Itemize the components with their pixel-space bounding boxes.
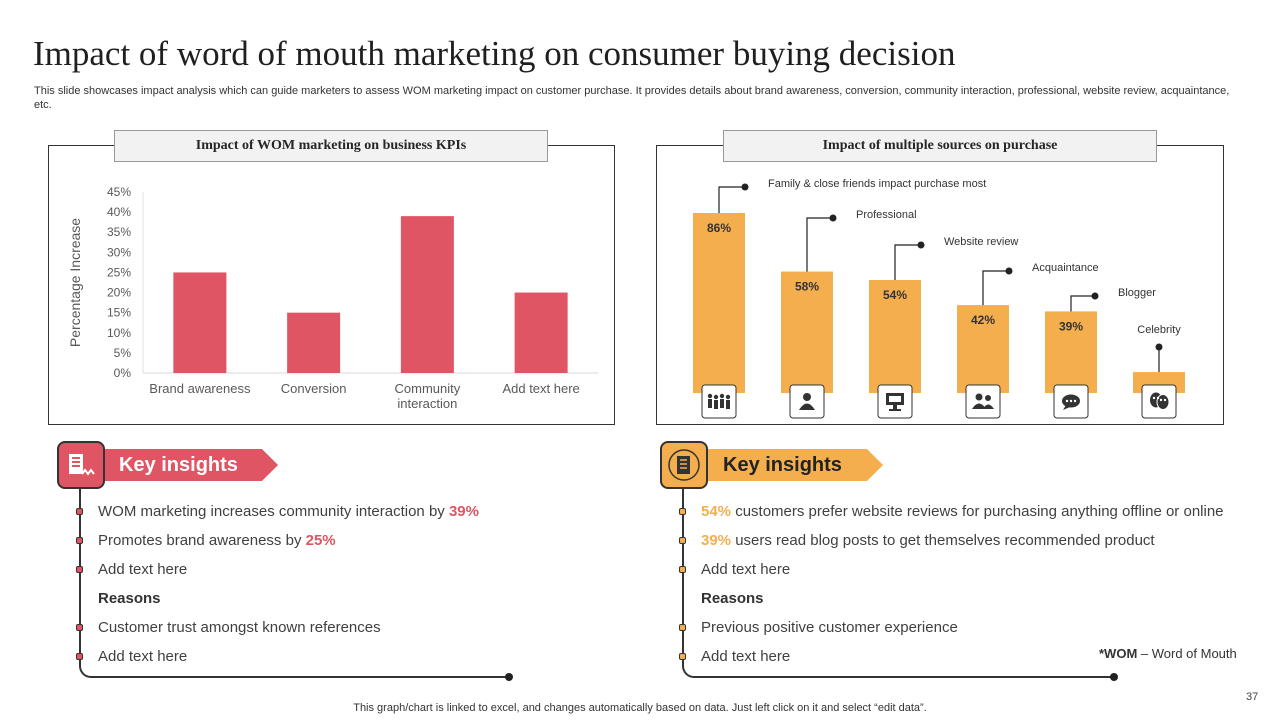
icon-box bbox=[789, 384, 825, 419]
y-tick-label: 25% bbox=[107, 265, 131, 279]
y-tick-label: 35% bbox=[107, 225, 131, 239]
right-chart-panel bbox=[656, 145, 1224, 425]
left-reason-2: Add text here bbox=[76, 642, 658, 671]
professional-icon bbox=[789, 384, 825, 419]
data-label: 54% bbox=[883, 288, 907, 302]
y-tick-label: 5% bbox=[114, 346, 132, 360]
y-tick-label: 30% bbox=[107, 245, 131, 259]
leader-dot bbox=[741, 183, 749, 191]
y-tick-label: 10% bbox=[107, 326, 131, 340]
left-chart-title: Impact of WOM marketing on business KPIs bbox=[114, 130, 548, 162]
right-timeline-end-dot bbox=[1110, 673, 1118, 681]
source-label: Blogger bbox=[1118, 287, 1156, 299]
bar-1 bbox=[173, 272, 227, 373]
data-label: 39% bbox=[1059, 319, 1083, 333]
leader-dot bbox=[917, 241, 925, 249]
x-tick-label: Community bbox=[395, 381, 461, 396]
leader-dot bbox=[829, 214, 837, 222]
left-timeline-end-dot bbox=[505, 673, 513, 681]
bar-3 bbox=[400, 216, 454, 373]
left-insights-badge bbox=[57, 441, 105, 489]
source-bar-5 bbox=[1045, 311, 1097, 393]
right-reasons-heading: Reasons bbox=[701, 590, 764, 607]
source-bar-3 bbox=[869, 279, 921, 393]
left-insight-1: WOM marketing increases community intera… bbox=[76, 497, 658, 526]
bar-4 bbox=[514, 292, 568, 373]
wom-footnote: *WOM – Word of Mouth bbox=[1099, 646, 1237, 661]
source-label: Celebrity bbox=[1137, 324, 1181, 336]
right-reason-2: Add text here bbox=[679, 642, 1261, 671]
leader-dot bbox=[1155, 343, 1163, 351]
source-bar-2 bbox=[781, 271, 833, 393]
right-insights-banner: Key insights bbox=[705, 449, 883, 481]
kpi-bar-chart[interactable]: 0% 5% 10% 15% 20% 25% 30% 35% 40% 45% Percentage I… bbox=[48, 175, 613, 425]
y-tick-label: 40% bbox=[107, 205, 131, 219]
y-tick-label: 15% bbox=[107, 306, 131, 320]
right-insights-timeline bbox=[682, 488, 1116, 678]
right-insight-3: Add text here bbox=[679, 555, 1261, 584]
right-insights-heading: Key insights bbox=[723, 454, 842, 476]
bar-2 bbox=[287, 312, 341, 373]
sources-bar-chart[interactable]: 86% Family & close friends impact purchas… bbox=[656, 165, 1222, 425]
source-label: Professional bbox=[856, 209, 917, 221]
x-tick-label: Conversion bbox=[281, 381, 347, 396]
left-reason-1: Customer trust amongst known references bbox=[76, 613, 658, 642]
acquaintance-icon bbox=[965, 384, 1001, 419]
family-icon bbox=[701, 384, 737, 419]
y-axis-title: Percentage Increase bbox=[67, 218, 83, 347]
right-insights-badge bbox=[660, 441, 708, 489]
leader-dot bbox=[1005, 267, 1013, 275]
source-label: Family & close friends impact purchase m… bbox=[768, 178, 986, 190]
slide-subtitle: This slide showcases impact analysis whi… bbox=[34, 85, 1230, 111]
icon-box bbox=[701, 384, 737, 419]
y-tick-label: 20% bbox=[107, 286, 131, 300]
x-tick-label: Brand awareness bbox=[149, 381, 251, 396]
celebrity-icon bbox=[1141, 384, 1177, 419]
right-insight-2: 39% users read blog posts to get themsel… bbox=[679, 526, 1261, 555]
slide-title: Impact of word of mouth marketing on con… bbox=[33, 34, 956, 73]
leader-line bbox=[718, 186, 745, 213]
excel-link-note: This graph/chart is linked to excel, and… bbox=[353, 702, 927, 714]
y-tick-label: 45% bbox=[107, 185, 131, 199]
x-tick-label: Add text here bbox=[502, 381, 579, 396]
left-insights-list: WOM marketing increases community intera… bbox=[76, 497, 658, 671]
source-bar-4 bbox=[957, 305, 1009, 393]
x-tick-label: interaction bbox=[397, 396, 457, 411]
leader-line bbox=[806, 217, 833, 272]
left-insights-timeline bbox=[79, 488, 511, 678]
y-tick-label: 0% bbox=[114, 366, 132, 380]
right-reason-1: Previous positive customer experience bbox=[679, 613, 1261, 642]
data-label: 86% bbox=[707, 221, 731, 235]
leader-line bbox=[894, 244, 921, 280]
checklist-icon bbox=[69, 454, 95, 476]
right-insight-1: 54% customers prefer website reviews for… bbox=[679, 497, 1261, 526]
source-bar-1 bbox=[693, 213, 745, 393]
left-reasons-heading: Reasons bbox=[98, 590, 161, 607]
website-review-icon bbox=[877, 384, 913, 419]
icon-box bbox=[965, 384, 1001, 419]
notebook-icon bbox=[668, 449, 700, 481]
left-insight-2: Promotes brand awareness by 25% bbox=[76, 526, 658, 555]
left-insight-3: Add text here bbox=[76, 555, 658, 584]
left-insights-banner: Key insights bbox=[100, 449, 278, 481]
blogger-icon bbox=[1053, 384, 1089, 419]
source-label: Website review bbox=[944, 236, 1018, 248]
data-label: 58% bbox=[795, 280, 819, 294]
right-insights-list: 54% customers prefer website reviews for… bbox=[679, 497, 1261, 671]
leader-line bbox=[1070, 295, 1095, 312]
leader-dot bbox=[1091, 292, 1099, 300]
left-insights-heading: Key insights bbox=[119, 454, 238, 476]
right-chart-title: Impact of multiple sources on purchase bbox=[723, 130, 1157, 162]
page-number: 37 bbox=[1246, 691, 1259, 703]
leader-line bbox=[982, 270, 1009, 306]
source-label: Acquaintance bbox=[1032, 262, 1099, 274]
data-label: 42% bbox=[971, 313, 995, 327]
